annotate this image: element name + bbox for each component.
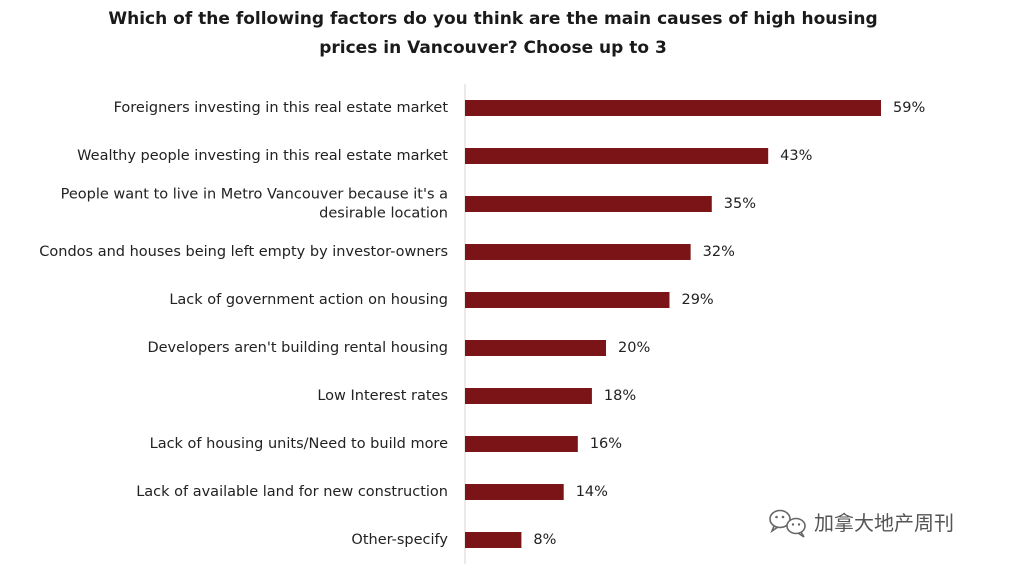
value-label: 8% xyxy=(533,532,556,548)
category-label: Lack of available land for new construct… xyxy=(136,484,448,500)
value-labels: 59% 43% 35% 32% 29% 20% 18% 16% 14% 8% xyxy=(533,100,925,548)
value-label: 43% xyxy=(780,148,812,164)
bars xyxy=(465,100,881,548)
chart-title: Which of the following factors do you th… xyxy=(108,9,877,58)
category-label: People want to live in Metro Vancouver b… xyxy=(61,187,448,203)
category-label: Developers aren't building rental housin… xyxy=(147,340,448,356)
bar xyxy=(465,148,769,164)
category-label: Low Interest rates xyxy=(317,388,448,404)
bar xyxy=(465,436,578,452)
category-label: Condos and houses being left empty by in… xyxy=(39,244,448,260)
value-label: 29% xyxy=(681,292,713,308)
value-label: 32% xyxy=(703,244,735,260)
category-label: Foreigners investing in this real estate… xyxy=(114,100,449,116)
bar xyxy=(465,340,607,356)
bar xyxy=(465,388,592,404)
bar xyxy=(465,196,712,212)
category-label: Wealthy people investing in this real es… xyxy=(77,148,448,164)
value-label: 59% xyxy=(893,100,925,116)
bar xyxy=(465,532,522,548)
bar xyxy=(465,484,564,500)
watermark: 加拿大地产周刊 xyxy=(769,509,954,538)
category-labels: Foreigners investing in this real estate… xyxy=(39,100,448,548)
value-label: 35% xyxy=(724,196,756,212)
category-label: Lack of government action on housing xyxy=(169,292,448,308)
category-label: desirable location xyxy=(319,206,448,222)
chart-title-line: prices in Vancouver? Choose up to 3 xyxy=(319,38,667,58)
chart-title-line: Which of the following factors do you th… xyxy=(108,9,877,29)
bar xyxy=(465,244,691,260)
bar xyxy=(465,100,881,116)
value-label: 18% xyxy=(604,388,636,404)
category-label: Other-specify xyxy=(351,532,448,548)
value-label: 20% xyxy=(618,340,650,356)
bar xyxy=(465,292,670,308)
value-label: 14% xyxy=(576,484,608,500)
wechat-icon xyxy=(769,509,806,538)
watermark-text: 加拿大地产周刊 xyxy=(814,511,954,535)
value-label: 16% xyxy=(590,436,622,452)
category-label: Lack of housing units/Need to build more xyxy=(150,436,448,452)
